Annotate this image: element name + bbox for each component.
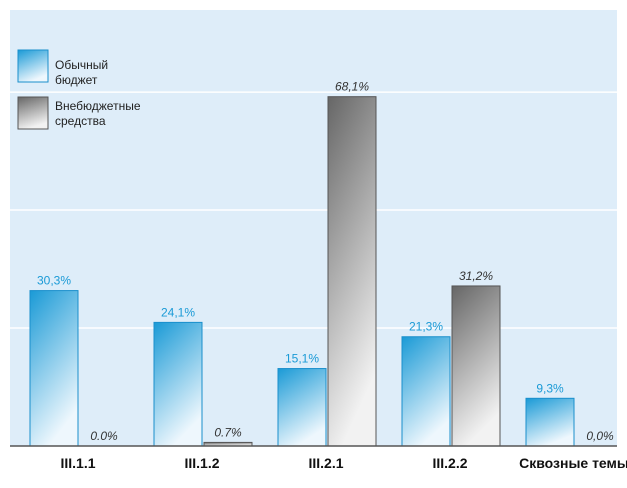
- legend-label: Внебюджетные средства: [55, 99, 141, 128]
- value-label: 21,3%: [409, 320, 443, 334]
- value-label: 68,1%: [335, 80, 369, 94]
- x-tick-label: Сквозные темы: [519, 455, 627, 471]
- value-label: 0,0%: [586, 429, 614, 443]
- value-label: 9,3%: [536, 381, 564, 395]
- bar: [29, 290, 79, 447]
- x-tick-label: III.1.1: [60, 455, 96, 471]
- bar: [451, 285, 501, 447]
- bar: [401, 336, 451, 447]
- value-label: 15,1%: [285, 352, 319, 366]
- bar: [327, 96, 377, 447]
- value-label: 0.7%: [214, 425, 242, 439]
- legend-swatch: [17, 49, 49, 83]
- x-tick-label: III.2.2: [432, 455, 468, 471]
- x-tick-label: III.1.2: [184, 455, 220, 471]
- bar: [277, 368, 327, 447]
- legend-label: Обычный бюджет: [55, 58, 109, 87]
- value-label: 30,3%: [37, 274, 71, 288]
- bar: [525, 397, 575, 447]
- legend-swatch: [17, 96, 49, 130]
- x-tick-label: III.2.1: [308, 455, 344, 471]
- value-label: 31,2%: [459, 269, 493, 283]
- value-label: 24,1%: [161, 305, 195, 319]
- value-label: 0.0%: [90, 429, 118, 443]
- bar: [153, 321, 203, 447]
